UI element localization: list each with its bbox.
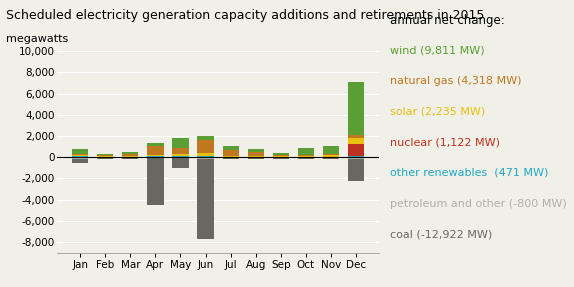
Bar (72, 156, 88, 157)
Bar (323, 158, 339, 159)
Bar (348, 156, 364, 157)
Bar (323, 154, 339, 155)
Bar (148, 155, 164, 156)
Text: other renewables  (471 MW): other renewables (471 MW) (390, 168, 549, 178)
Bar (247, 152, 264, 156)
Bar (197, 156, 214, 157)
Bar (148, 146, 164, 155)
Text: nuclear (1,122 MW): nuclear (1,122 MW) (390, 137, 501, 147)
Bar (298, 158, 314, 159)
Bar (223, 157, 239, 158)
Bar (97, 154, 114, 156)
Bar (298, 148, 314, 155)
Bar (273, 153, 289, 155)
Bar (97, 158, 114, 159)
Bar (223, 150, 239, 156)
Text: natural gas (4,318 MW): natural gas (4,318 MW) (390, 76, 522, 86)
Bar (273, 158, 289, 159)
Bar (247, 158, 264, 159)
Bar (172, 158, 189, 168)
Bar (197, 157, 214, 159)
Bar (273, 155, 289, 156)
Bar (172, 148, 189, 154)
Bar (223, 158, 239, 159)
Bar (122, 158, 138, 159)
Bar (148, 157, 164, 158)
Bar (273, 157, 289, 158)
Bar (172, 138, 189, 148)
Bar (172, 156, 189, 157)
Bar (197, 136, 214, 140)
Bar (172, 154, 189, 156)
Bar (323, 157, 339, 158)
Bar (348, 135, 364, 138)
Bar (72, 157, 88, 159)
Bar (223, 146, 239, 150)
Bar (97, 157, 114, 158)
Bar (148, 143, 164, 146)
Bar (323, 146, 339, 154)
Bar (122, 157, 138, 158)
Bar (72, 149, 88, 154)
Bar (323, 155, 339, 157)
Bar (197, 154, 214, 156)
Bar (148, 156, 164, 157)
Bar (197, 159, 214, 239)
Bar (72, 159, 88, 163)
Text: solar (2,235 MW): solar (2,235 MW) (390, 106, 486, 117)
Text: annual net change:: annual net change: (390, 14, 505, 27)
Bar (247, 157, 264, 158)
Bar (348, 157, 364, 159)
Bar (298, 156, 314, 157)
Bar (247, 156, 264, 157)
Bar (247, 149, 264, 152)
Bar (97, 156, 114, 157)
Bar (122, 156, 138, 157)
Bar (223, 156, 239, 157)
Text: wind (9,811 MW): wind (9,811 MW) (390, 45, 485, 55)
Bar (148, 158, 164, 205)
Bar (122, 154, 138, 156)
Bar (348, 138, 364, 144)
Text: Scheduled electricity generation capacity additions and retirements in 2015: Scheduled electricity generation capacit… (6, 9, 484, 22)
Bar (122, 152, 138, 154)
Text: megawatts: megawatts (6, 34, 68, 44)
Text: coal (-12,922 MW): coal (-12,922 MW) (390, 229, 492, 239)
Bar (172, 157, 189, 158)
Bar (348, 144, 364, 156)
Bar (298, 157, 314, 158)
Bar (72, 154, 88, 156)
Bar (348, 82, 364, 135)
Bar (348, 159, 364, 181)
Bar (273, 156, 289, 157)
Bar (298, 155, 314, 156)
Text: petroleum and other (-800 MW): petroleum and other (-800 MW) (390, 199, 567, 209)
Bar (197, 140, 214, 154)
